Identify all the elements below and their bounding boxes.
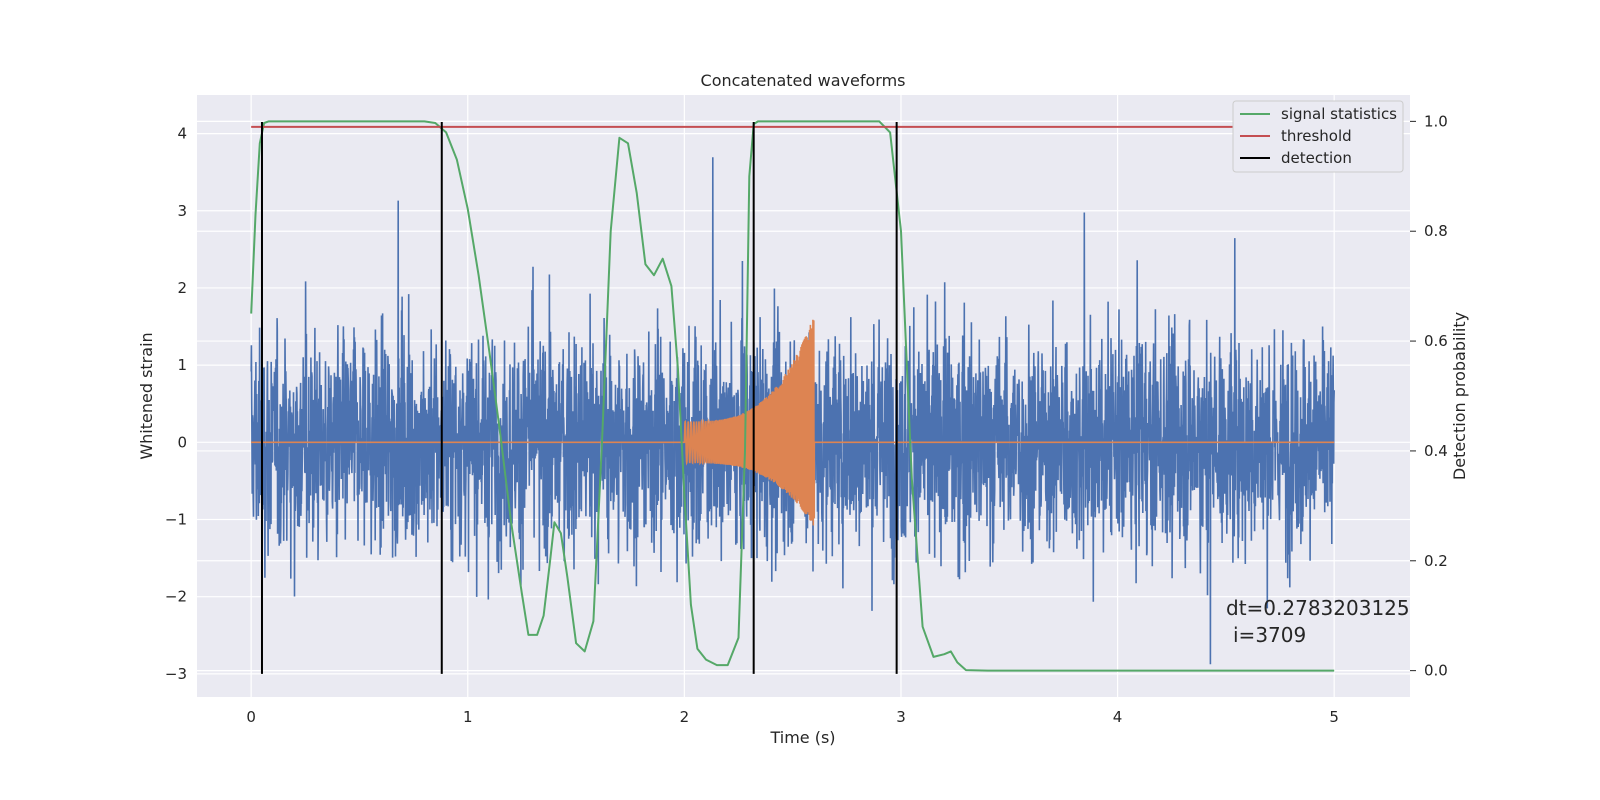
x-axis-ticks: 0 1 2 3 4 5 [246,708,1339,726]
y-tick-label-2: −1 [165,510,187,528]
y-tick-label-1: −2 [165,588,187,606]
template-line [251,319,1335,526]
y2-tick-label-3: 0.6 [1424,332,1448,350]
y2-tick-label-2: 0.4 [1424,442,1448,460]
x-tick-label-2: 2 [680,708,690,726]
x-tick-label-0: 0 [246,708,256,726]
y2-axis-ticks: 0.0 0.2 0.4 0.6 0.8 1.0 [1410,112,1448,680]
legend: signal statistics threshold detection [1232,100,1404,173]
y-tick-label-3: 0 [177,433,187,451]
y2-tick-label-1: 0.2 [1424,552,1448,570]
legend-label-detection: detection [1281,149,1352,167]
chart-title: Concatenated waveforms [701,71,906,90]
legend-label-signal-statistics: signal statistics [1281,105,1397,123]
signal-statistics-line [250,120,1335,672]
y2-tick-label-5: 1.0 [1424,112,1448,130]
x-axis-label: Time (s) [769,728,835,747]
y-axis-label: Whitened strain [137,332,156,459]
x-tick-label-1: 1 [463,708,473,726]
annotation-dt: dt=0.2783203125 [1226,596,1410,620]
annotation-index: i=3709 [1233,623,1306,647]
y-axis-ticks: −3 −2 −1 0 1 2 3 4 [165,125,187,683]
x-tick-label-4: 4 [1113,708,1123,726]
y-tick-label-5: 2 [177,279,187,297]
legend-label-threshold: threshold [1281,127,1352,145]
legend-box [1232,100,1404,173]
y2-axis-label: Detection probability [1450,312,1469,480]
signal-statistics-series [250,120,1335,672]
x-tick-label-5: 5 [1329,708,1339,726]
detection-series [260,122,898,674]
y-tick-label-6: 3 [177,202,187,220]
y-tick-label-7: 4 [177,125,187,143]
y-tick-label-4: 1 [177,356,187,374]
y2-tick-label-0: 0.0 [1424,662,1448,680]
y-tick-label-0: −3 [165,665,187,683]
y2-tick-label-4: 0.8 [1424,222,1448,240]
template-series [251,319,1335,526]
x-tick-label-3: 3 [896,708,906,726]
